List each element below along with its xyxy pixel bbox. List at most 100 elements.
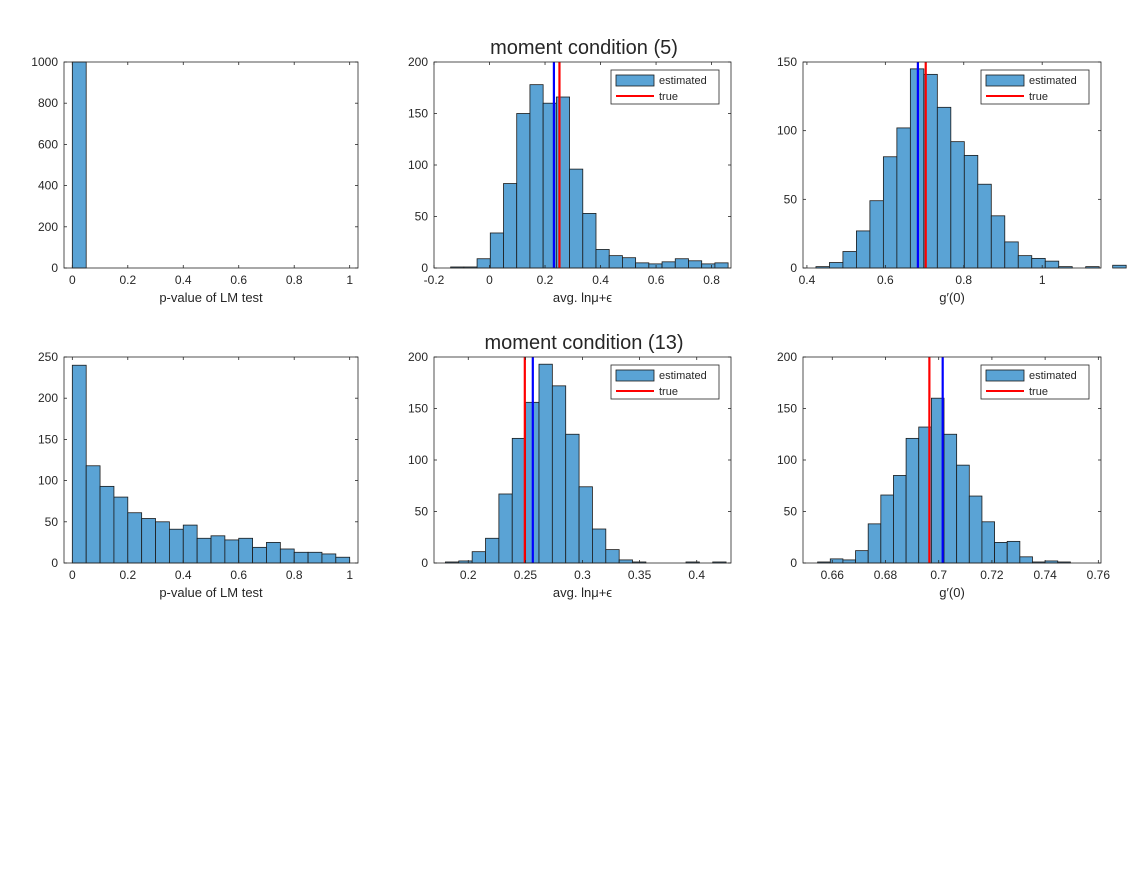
- y-tick-label: 100: [777, 453, 797, 467]
- y-tick-label: 150: [38, 432, 58, 446]
- y-tick-label: 100: [408, 158, 428, 172]
- x-tick-label: 1: [1039, 273, 1046, 287]
- histogram-bar: [155, 521, 170, 564]
- y-tick-label: 50: [784, 192, 798, 206]
- histogram-bar: [1031, 257, 1046, 269]
- x-tick-label: 0.72: [980, 568, 1004, 582]
- x-tick-label: 0.66: [821, 568, 845, 582]
- histogram-bar: [141, 518, 156, 564]
- y-tick-label: 50: [45, 515, 59, 529]
- histogram-bar: [99, 485, 115, 564]
- x-tick-label: 0.68: [874, 568, 898, 582]
- y-tick-label: 0: [51, 261, 58, 275]
- y-tick-label: 150: [408, 107, 428, 121]
- legend-swatch-estimated: [985, 74, 1025, 87]
- x-tick-label: 0.8: [955, 273, 972, 287]
- x-tick-label: 0.76: [1087, 568, 1111, 582]
- x-axis-label: p-value of LM test: [159, 290, 263, 305]
- y-tick-label: 0: [421, 261, 428, 275]
- x-tick-label: 0.4: [175, 568, 192, 582]
- x-tick-label: 0.3: [574, 568, 591, 582]
- histogram-bar: [485, 537, 500, 564]
- y-tick-label: 200: [408, 55, 428, 69]
- histogram-bar: [688, 260, 703, 269]
- x-tick-label: 0.4: [592, 273, 609, 287]
- axes-box: [63, 356, 359, 564]
- y-tick-label: 50: [415, 210, 429, 224]
- histogram-bar: [555, 96, 570, 269]
- subplot-r1-c3: 0.4 0.6 0.8 1 0 50 100 150 g′(0) estimated true: [777, 55, 1127, 305]
- histogram-bar: [1112, 264, 1127, 269]
- title-moment-condition-5: moment condition (5): [490, 37, 678, 59]
- histogram-bar: [829, 262, 844, 269]
- x-axis-label: g′(0): [939, 585, 965, 600]
- histogram-bar: [674, 258, 689, 269]
- histogram-bar: [635, 262, 650, 269]
- histogram-bar: [565, 433, 580, 564]
- histogram-bar: [595, 249, 610, 269]
- histogram-bar: [210, 535, 226, 564]
- histogram-bar: [224, 539, 240, 564]
- histogram-bar: [279, 548, 295, 564]
- legend-label-estimated: estimated: [1029, 370, 1077, 382]
- histogram-bar: [842, 251, 857, 269]
- histogram-bar: [503, 183, 518, 269]
- axes-box: [802, 61, 1102, 269]
- y-tick-label: 250: [38, 350, 58, 364]
- histogram-bar: [896, 127, 911, 269]
- histogram-bar: [307, 551, 323, 564]
- y-tick-label: 200: [38, 220, 58, 234]
- y-tick-label: 150: [408, 402, 428, 416]
- histogram-bar: [880, 494, 894, 564]
- histogram-bar: [869, 200, 884, 269]
- subplot-r2-c3: 0.66 0.68 0.7 0.72 0.74 0.76 0 50 100 150 200 g′(0)…: [777, 350, 1110, 600]
- x-tick-label: 0.2: [119, 273, 136, 287]
- x-axis-label: avg. lnμ+ϵ: [553, 585, 612, 600]
- histogram-bar: [498, 493, 513, 564]
- histogram-bar: [956, 464, 970, 564]
- histogram-bar: [867, 523, 882, 564]
- y-tick-label: 150: [777, 402, 797, 416]
- x-tick-label: 0.6: [877, 273, 894, 287]
- y-tick-label: 50: [415, 505, 429, 519]
- y-tick-label: 200: [38, 391, 58, 405]
- legend: estimated true: [980, 364, 1090, 400]
- legend-label-estimated: estimated: [659, 75, 707, 87]
- x-axis-label: p-value of LM test: [159, 585, 263, 600]
- histogram-bar: [882, 156, 898, 269]
- x-tick-label: 0.8: [703, 273, 720, 287]
- histogram-bar: [950, 141, 965, 269]
- histogram-bar: [592, 528, 607, 564]
- histogram-bar: [551, 385, 567, 564]
- y-tick-label: 100: [777, 124, 797, 138]
- y-tick-label: 150: [777, 55, 797, 69]
- x-tick-label: 0.4: [175, 273, 192, 287]
- histogram-bar: [85, 465, 101, 564]
- y-tick-label: 0: [790, 556, 797, 570]
- y-tick-label: 100: [38, 474, 58, 488]
- subplot-r1-c1: 0 0.2 0.4 0.6 0.8 1 0 200 400 600 800 1000 p-value o…: [31, 55, 359, 305]
- x-tick-label: 0.4: [799, 273, 816, 287]
- histogram-bar: [981, 521, 995, 564]
- histogram-bar: [622, 257, 637, 269]
- histogram-bar: [1004, 241, 1019, 269]
- x-tick-label: 0: [486, 273, 493, 287]
- histogram-bar: [648, 263, 663, 269]
- x-tick-label: -0.2: [424, 273, 445, 287]
- subplot-r2-c1: 0 0.2 0.4 0.6 0.8 1 0 50 100 150 200 250 p-value of …: [38, 350, 359, 600]
- histogram-bar: [936, 106, 952, 269]
- histogram-bar: [963, 154, 979, 269]
- histogram-bar: [538, 363, 553, 564]
- histogram-bar: [471, 551, 486, 564]
- x-tick-label: 0.2: [119, 568, 136, 582]
- x-tick-label: 0.6: [230, 273, 247, 287]
- histogram-bar: [293, 551, 309, 564]
- histogram-bar: [71, 61, 87, 269]
- histogram-bar: [1019, 556, 1033, 564]
- y-tick-label: 1000: [31, 55, 58, 69]
- y-tick-label: 0: [421, 556, 428, 570]
- histogram-bar: [321, 553, 337, 564]
- histogram-bar: [182, 524, 198, 564]
